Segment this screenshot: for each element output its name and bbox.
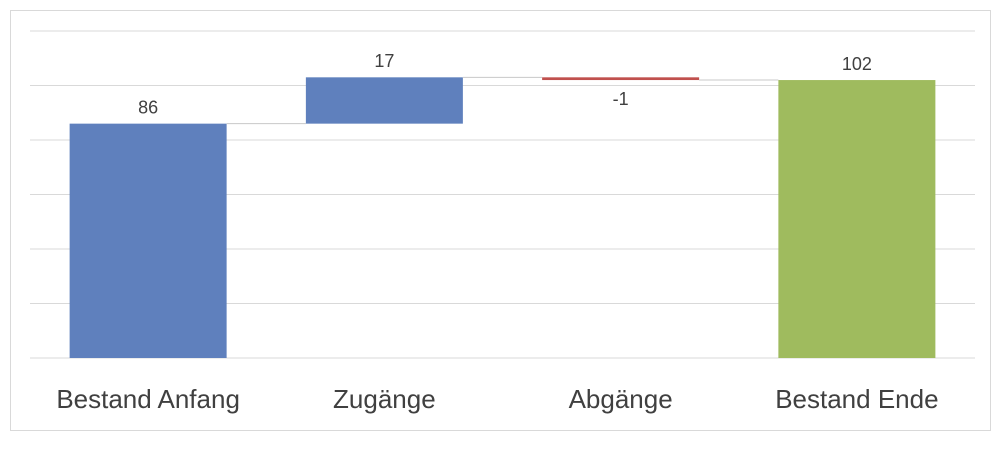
data-label: 17 bbox=[374, 51, 394, 71]
bar bbox=[542, 77, 700, 81]
data-label: 102 bbox=[842, 54, 872, 74]
data-label: -1 bbox=[613, 89, 629, 109]
x-tick-label: Zugänge bbox=[333, 384, 436, 414]
bar bbox=[69, 123, 227, 359]
bar bbox=[305, 77, 463, 124]
data-label: 86 bbox=[138, 97, 158, 117]
x-tick-label: Abgänge bbox=[569, 384, 673, 414]
x-tick-label: Bestand Ende bbox=[775, 384, 938, 414]
bar bbox=[778, 80, 936, 359]
x-tick-label: Bestand Anfang bbox=[56, 384, 240, 414]
